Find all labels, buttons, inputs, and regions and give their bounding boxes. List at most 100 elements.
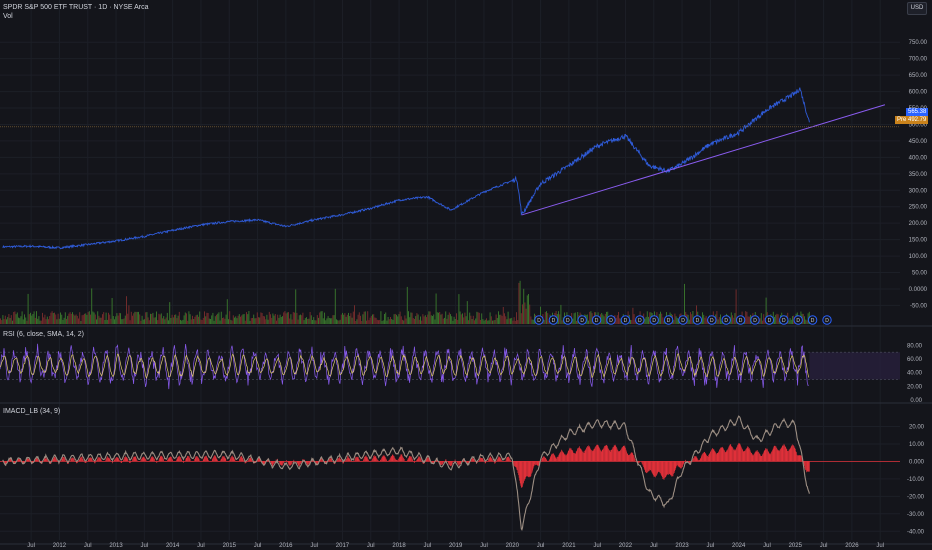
macd-y-tick: 0.000 (909, 459, 925, 465)
volume-bar (199, 311, 201, 324)
volume-bar (184, 312, 186, 324)
volume-bar (465, 316, 467, 324)
event-marker-circle (563, 315, 573, 325)
event-marker[interactable]: D (649, 315, 659, 325)
event-marker[interactable]: D (764, 315, 775, 325)
volume-bar (68, 313, 70, 324)
volume-bar (339, 319, 341, 324)
event-marker[interactable]: D (620, 315, 631, 325)
event-marker[interactable]: D (750, 315, 760, 325)
volume-bar (452, 320, 454, 324)
event-marker[interactable]: D (606, 315, 616, 325)
volume-bar (2, 315, 4, 324)
volume-bar (106, 319, 108, 324)
volume-bar (480, 319, 481, 324)
volume-bar (327, 316, 329, 324)
currency-button[interactable]: USD (907, 2, 927, 15)
volume-bar (52, 313, 54, 324)
volume-bar (447, 314, 449, 324)
volume-bar (205, 316, 207, 324)
event-marker[interactable]: D (635, 315, 645, 325)
volume-bar (618, 312, 619, 324)
volume-bar (212, 312, 214, 324)
event-marker[interactable]: D (678, 315, 688, 325)
volume-bar (86, 314, 88, 324)
volume-bar (183, 315, 185, 324)
volume-bar (168, 320, 169, 324)
volume-bar (356, 319, 358, 324)
volume-bar (648, 316, 649, 324)
volume-bar (129, 320, 131, 324)
volume-bar (154, 317, 156, 324)
volume-bar (286, 312, 288, 324)
volume-bar (382, 320, 384, 324)
volume-bar (548, 320, 550, 324)
volume-bar (114, 319, 115, 324)
y-axis: 750.00700.00650.00600.00550.00500.00450.… (907, 40, 928, 535)
volume-bar (93, 312, 95, 324)
volume-bar (288, 312, 289, 324)
volume-bar (357, 314, 359, 324)
volume-bar (189, 314, 191, 324)
volume-bar (248, 311, 250, 324)
volume-bar (171, 314, 173, 324)
volume-bar (66, 318, 67, 324)
volume-bar (267, 319, 269, 324)
volume-bar (55, 314, 57, 324)
event-marker[interactable]: D (692, 315, 703, 325)
x-tick-label: 2023 (675, 543, 689, 549)
event-marker[interactable]: D (591, 315, 602, 325)
volume-bar (310, 315, 312, 324)
event-marker[interactable]: D (822, 315, 832, 325)
price-y-tick: 50.00 (912, 271, 928, 277)
volume-bar (705, 315, 707, 324)
volume-bar (20, 316, 22, 324)
event-marker[interactable]: D (563, 315, 573, 325)
volume-bar (394, 313, 396, 324)
event-marker-label: D (782, 318, 786, 324)
volume-bar (616, 315, 618, 324)
volume-bar (18, 317, 19, 324)
event-marker-label: D (667, 318, 671, 324)
prev-price-tag: 492.79 (906, 116, 929, 124)
price-y-tick: 250.00 (909, 205, 928, 211)
volume-bar (67, 315, 69, 324)
volume-bar (500, 314, 502, 324)
volume-bar (691, 314, 693, 324)
event-marker[interactable]: D (721, 315, 731, 325)
event-marker-label: D (825, 318, 829, 324)
price-y-tick: 0.0000 (909, 287, 928, 293)
volume-bar (144, 319, 145, 324)
event-marker-label: D (652, 318, 656, 324)
event-marker-circle (764, 315, 775, 325)
volume-bar (507, 311, 509, 324)
volume-bar (253, 314, 255, 324)
volume-bar (123, 318, 125, 324)
volume-bar (717, 319, 719, 324)
event-marker[interactable]: D (577, 315, 587, 325)
volume-bar (92, 311, 94, 324)
volume-bar (384, 314, 385, 324)
event-marker[interactable]: D (707, 315, 717, 325)
volume-bar (208, 318, 210, 324)
volume-bar (661, 313, 663, 324)
volume-bar (529, 304, 531, 324)
event-marker[interactable]: D (807, 315, 818, 325)
volume-bar (297, 319, 299, 324)
volume-bar (788, 320, 790, 324)
event-marker-circle (692, 315, 703, 325)
event-marker[interactable]: D (793, 315, 803, 325)
volume-bar (379, 319, 381, 324)
event-marker-label: D (811, 318, 815, 324)
volume-bar (120, 313, 121, 324)
volume-bar (422, 314, 424, 324)
event-marker[interactable]: D (548, 315, 559, 325)
event-marker-circle (721, 315, 731, 325)
event-marker[interactable]: D (735, 315, 746, 325)
event-marker[interactable]: D (779, 315, 789, 325)
event-marker[interactable]: D (534, 315, 544, 325)
event-marker[interactable]: D (663, 315, 674, 325)
volume-bar (468, 320, 469, 324)
